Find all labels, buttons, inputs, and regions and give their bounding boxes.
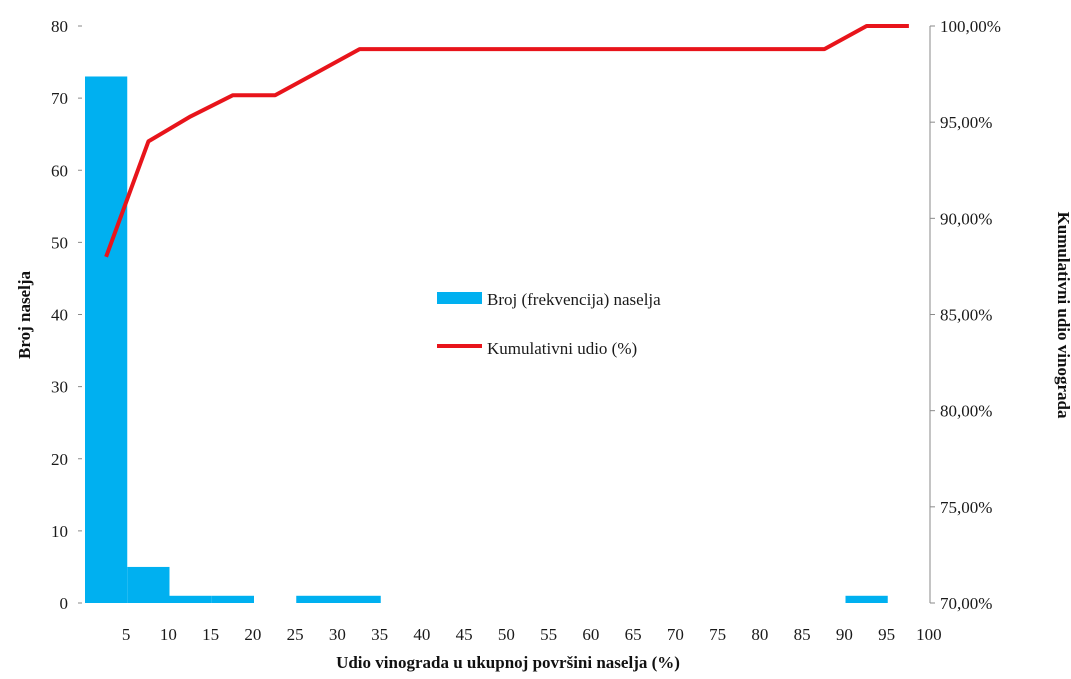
- x-tick-label: 40: [413, 625, 430, 644]
- bar-series: [85, 76, 888, 604]
- bar: [127, 566, 170, 603]
- y-tick-label: 30: [51, 378, 68, 397]
- legend-label-line: Kumulativni udio (%): [487, 339, 637, 358]
- x-tick-label: 25: [287, 625, 304, 644]
- y2-tick-label: 85,00%: [940, 306, 992, 325]
- y2-axis-title: Kumulativni udio vinograda: [1054, 212, 1071, 419]
- bar: [85, 76, 128, 604]
- y-tick-label: 0: [60, 594, 69, 613]
- cumulative-line: [104, 24, 909, 258]
- x-tick-label: 20: [244, 625, 261, 644]
- x-tick-label: 90: [836, 625, 853, 644]
- axes: [78, 25, 935, 604]
- y2-tick-label: 80,00%: [940, 402, 992, 421]
- bar: [211, 595, 254, 603]
- x-tick-label: 60: [582, 625, 599, 644]
- bar: [296, 595, 339, 603]
- x-tick-label: 75: [709, 625, 726, 644]
- x-tick-label: 100: [916, 625, 942, 644]
- y2-tick-label: 90,00%: [940, 209, 992, 228]
- y-tick-label: 10: [51, 522, 68, 541]
- bar: [338, 595, 381, 603]
- y-tick-label: 50: [51, 233, 68, 252]
- y-axis-title: Broj naselja: [15, 271, 34, 359]
- bar: [169, 595, 212, 603]
- x-axis-title: Udio vinograda u ukupnoj površini naselj…: [336, 653, 680, 672]
- x-tick-label: 55: [540, 625, 557, 644]
- y2-tick-label: 75,00%: [940, 498, 992, 517]
- y2-tick-label: 100,00%: [940, 17, 1001, 36]
- x-tick-label: 35: [371, 625, 388, 644]
- legend-label-bar: Broj (frekvencija) naselja: [487, 290, 661, 309]
- x-tick-label: 50: [498, 625, 515, 644]
- tick-labels: 0 10 20 30 40 50 60 70 80 70,00% 75,00% 80,00% 85,00…: [51, 17, 1001, 644]
- x-tick-label: 85: [794, 625, 811, 644]
- x-tick-label: 70: [667, 625, 684, 644]
- x-tick-label: 10: [160, 625, 177, 644]
- line-series: [104, 24, 909, 258]
- y-tick-label: 60: [51, 161, 68, 180]
- y-tick-label: 70: [51, 89, 68, 108]
- x-tick-label: 5: [122, 625, 131, 644]
- x-tick-label: 65: [625, 625, 642, 644]
- x-tick-label: 80: [751, 625, 768, 644]
- y-tick-label: 20: [51, 450, 68, 469]
- bar: [845, 595, 888, 603]
- x-tick-label: 95: [878, 625, 895, 644]
- y2-tick-label: 95,00%: [940, 113, 992, 132]
- y-tick-label: 40: [51, 306, 68, 325]
- x-tick-label: 30: [329, 625, 346, 644]
- legend-swatch-bar: [437, 292, 482, 304]
- x-tick-label: 45: [456, 625, 473, 644]
- legend: Broj (frekvencija) naselja Kumulativni u…: [437, 290, 661, 358]
- y-tick-label: 80: [51, 17, 68, 36]
- y2-tick-label: 70,00%: [940, 594, 992, 613]
- x-tick-label: 15: [202, 625, 219, 644]
